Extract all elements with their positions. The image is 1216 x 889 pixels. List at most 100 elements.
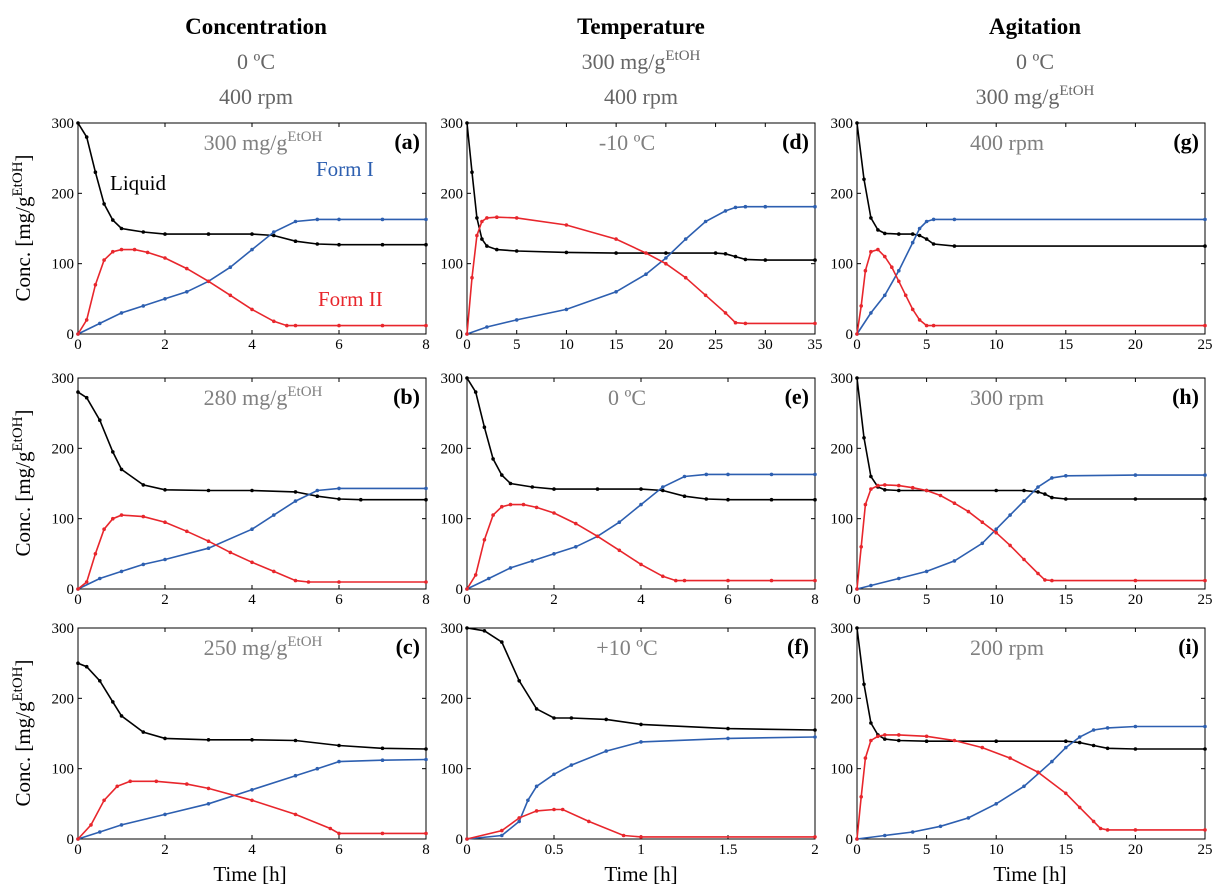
data-point-form-i: [272, 513, 276, 517]
x-axis-label: Time [h]: [213, 862, 286, 886]
data-point-liquid: [424, 747, 428, 751]
data-point-form-ii: [128, 779, 132, 784]
data-point-liquid: [359, 497, 363, 502]
x-tick-label: 0: [853, 592, 861, 608]
series-line-form-ii: [77, 514, 426, 590]
data-point-form-ii: [897, 279, 901, 284]
data-point-liquid: [564, 250, 569, 255]
plot-frame: [856, 377, 1206, 590]
series-line-liquid: [856, 627, 1205, 750]
data-point-form-ii: [491, 513, 495, 517]
data-point-form-i: [682, 474, 687, 479]
annotation-liquid: Liquid: [110, 171, 166, 195]
data-point-form-ii: [465, 332, 469, 336]
panel-label: (a): [394, 129, 420, 154]
data-point-form-ii: [473, 573, 478, 577]
data-point-form-ii: [534, 505, 539, 510]
data-point-form-ii: [733, 320, 738, 325]
data-point-form-ii: [102, 527, 106, 531]
data-point-form-ii: [1036, 571, 1040, 576]
x-tick-label: 5: [923, 337, 931, 353]
data-point-form-ii: [163, 520, 167, 524]
data-point-form-i: [924, 569, 929, 574]
series-line-form-i: [77, 487, 426, 590]
data-point-form-i: [1203, 217, 1207, 222]
data-point-liquid: [495, 247, 499, 252]
column-subtitle-2: 400 rpm: [219, 84, 293, 109]
data-point-form-ii: [1022, 557, 1026, 562]
x-tick-label: 10: [989, 842, 1004, 858]
data-point-form-ii: [966, 509, 971, 514]
data-point-liquid: [163, 736, 167, 741]
y-axis-label-row-1: Conc. [mg/gEtOH]: [10, 155, 35, 302]
data-point-form-i: [869, 311, 873, 315]
x-tick-label: 2: [550, 592, 558, 608]
data-point-form-i: [98, 830, 102, 834]
x-tick-label: 0: [463, 337, 471, 353]
data-point-form-ii: [614, 237, 618, 241]
data-point-form-ii: [595, 534, 600, 539]
panel-label: (g): [1173, 129, 1199, 154]
data-point-form-i: [931, 217, 936, 222]
data-point-liquid: [206, 488, 211, 493]
data-point-form-ii: [534, 809, 539, 813]
series-line-form-i: [856, 725, 1205, 840]
data-point-form-ii: [424, 323, 428, 328]
y-tick-label: 200: [441, 186, 464, 202]
data-point-form-ii: [228, 293, 233, 298]
condition-label: 200 rpm: [970, 635, 1044, 660]
data-point-liquid: [813, 497, 817, 502]
data-point-form-ii: [917, 318, 922, 322]
series-line-liquid: [77, 662, 427, 750]
x-tick-label: 4: [248, 842, 256, 858]
data-point-form-ii: [93, 552, 98, 556]
data-point-form-ii: [482, 538, 487, 542]
data-point-liquid: [380, 242, 385, 247]
data-point-liquid: [76, 661, 80, 665]
data-point-form-ii: [293, 578, 298, 583]
y-tick-label: 0: [67, 582, 75, 598]
data-point-form-i: [564, 307, 569, 312]
x-tick-label: 4: [248, 592, 256, 608]
data-point-form-ii: [876, 483, 880, 488]
series-line-form-i: [466, 205, 815, 335]
column-subtitle-1: 300 mg/gEtOH: [582, 48, 701, 74]
data-point-liquid: [682, 494, 687, 499]
data-point-form-ii: [465, 587, 469, 591]
data-point-liquid: [876, 228, 880, 232]
y-tick-label: 0: [846, 832, 854, 848]
data-point-form-ii: [617, 548, 622, 553]
data-point-form-i: [569, 763, 574, 767]
y-tick-label: 200: [831, 441, 854, 457]
data-point-form-ii: [743, 321, 748, 326]
data-point-form-i: [938, 824, 943, 829]
x-tick-label: 20: [1128, 592, 1143, 608]
data-point-liquid: [639, 722, 643, 727]
data-point-form-i: [500, 833, 504, 838]
data-point-form-i: [574, 545, 578, 549]
data-point-form-ii: [859, 545, 863, 549]
data-point-liquid: [1077, 740, 1082, 745]
data-point-form-i: [98, 321, 102, 326]
x-tick-label: 6: [335, 337, 343, 353]
data-point-form-ii: [938, 493, 943, 498]
data-point-liquid: [470, 170, 474, 174]
data-point-form-ii: [485, 216, 489, 220]
plot-frame: [856, 627, 1206, 840]
x-tick-label: 5: [923, 842, 931, 858]
data-point-form-i: [980, 541, 985, 546]
data-point-form-i: [617, 520, 622, 524]
panel-label: (c): [396, 634, 420, 659]
data-point-form-ii: [703, 293, 708, 298]
data-point-form-i: [206, 802, 211, 806]
data-point-liquid: [473, 390, 478, 394]
annotation-form-i: Form I: [316, 157, 374, 181]
data-point-liquid: [1105, 746, 1110, 751]
data-point-liquid: [726, 497, 730, 502]
data-point-form-ii: [145, 250, 150, 255]
data-point-liquid: [98, 418, 102, 423]
x-tick-label: 15: [1058, 842, 1073, 858]
data-point-liquid: [704, 497, 709, 501]
y-tick-label: 300: [52, 621, 75, 637]
y-tick-label: 100: [52, 512, 75, 528]
